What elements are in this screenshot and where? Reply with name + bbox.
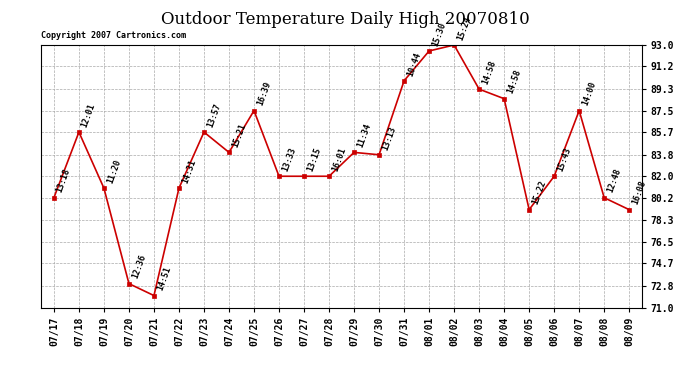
Text: 14:31: 14:31 [180, 158, 197, 184]
Text: 13:57: 13:57 [205, 102, 222, 129]
Text: Outdoor Temperature Daily High 20070810: Outdoor Temperature Daily High 20070810 [161, 11, 529, 28]
Text: 15:21: 15:21 [230, 122, 247, 149]
Text: 16:01: 16:01 [331, 146, 347, 172]
Text: 12:01: 12:01 [80, 102, 97, 129]
Text: 16:08: 16:08 [631, 180, 647, 206]
Text: 15:22: 15:22 [531, 180, 547, 206]
Text: 13:13: 13:13 [380, 124, 397, 151]
Text: 13:18: 13:18 [55, 168, 72, 194]
Text: 13:15: 13:15 [305, 146, 322, 172]
Text: Copyright 2007 Cartronics.com: Copyright 2007 Cartronics.com [41, 31, 186, 40]
Text: 14:58: 14:58 [480, 59, 497, 86]
Text: 16:39: 16:39 [255, 81, 273, 107]
Text: 14:58: 14:58 [505, 69, 522, 95]
Text: 15:43: 15:43 [555, 146, 573, 172]
Text: 14:51: 14:51 [155, 266, 172, 292]
Text: 15:24: 15:24 [455, 15, 473, 41]
Text: 12:36: 12:36 [130, 254, 147, 280]
Text: 15:30: 15:30 [431, 21, 447, 47]
Text: 11:34: 11:34 [355, 122, 373, 149]
Text: 10:44: 10:44 [405, 51, 422, 77]
Text: 11:20: 11:20 [105, 158, 122, 184]
Text: 13:33: 13:33 [280, 146, 297, 172]
Text: 12:48: 12:48 [605, 168, 622, 194]
Text: 14:00: 14:00 [580, 81, 598, 107]
